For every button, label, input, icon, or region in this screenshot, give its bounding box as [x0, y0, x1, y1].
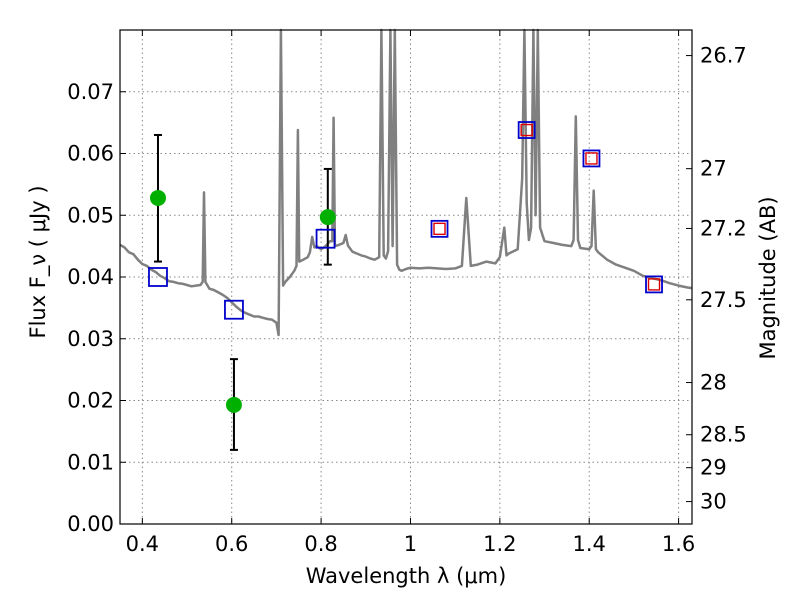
- observed-point: [319, 209, 336, 226]
- y-tick-label: 0.00: [67, 512, 114, 536]
- x-tick-label: 1.4: [573, 532, 606, 556]
- spectrum-layer: [119, 28, 693, 337]
- x-tick-labels: 0.4 0.6 0.8 1 1.2 1.4 1.6: [126, 532, 696, 556]
- y-tick-labels: 0.00 0.01 0.02 0.03 0.04 0.05 0.06 0.07: [67, 80, 114, 536]
- y2-tick-label: 27: [700, 157, 727, 181]
- y2-tick-label: 27.2: [700, 216, 747, 240]
- y2-tick-label: 27.5: [700, 288, 747, 312]
- y-tick-label: 0.02: [67, 389, 114, 413]
- y2-tick-label: 28: [700, 371, 727, 395]
- y-tick-label: 0.05: [67, 203, 114, 227]
- y-tick-label: 0.04: [67, 265, 114, 289]
- y-tick-label: 0.07: [67, 80, 114, 104]
- y-tick-label: 0.03: [67, 327, 114, 351]
- x-tick-label: 0.4: [126, 532, 159, 556]
- tick-marks: [120, 30, 692, 525]
- spectrum-line: [119, 28, 693, 337]
- x-axis-label: Wavelength λ (μm): [306, 564, 507, 588]
- model-box: [148, 267, 168, 287]
- x-tick-label: 1.2: [483, 532, 516, 556]
- x-tick-label: 1: [404, 532, 417, 556]
- y2-tick-label: 30: [700, 490, 727, 514]
- y2-tick-label: 26.7: [700, 44, 747, 68]
- y2-axis-label: Magnitude (AB): [756, 196, 780, 359]
- x-tick-label: 0.6: [215, 532, 248, 556]
- model-box: [645, 275, 663, 294]
- model-box-inner: [433, 222, 446, 236]
- y-tick-label: 0.01: [67, 450, 114, 474]
- x-tick-label: 0.8: [304, 532, 337, 556]
- model-box-inner: [520, 123, 533, 137]
- observed-point: [225, 396, 242, 413]
- model-box-inner: [647, 278, 661, 291]
- model-box: [430, 219, 449, 238]
- model-box: [582, 149, 601, 168]
- y2-tick-label: 29: [700, 456, 727, 480]
- grid-lines: [120, 30, 692, 524]
- y2-tick-labels: 26.7 27 27.2 27.5 28 28.5 29 30: [700, 44, 747, 514]
- x-tick-label: 1.6: [662, 532, 695, 556]
- model-box: [315, 228, 336, 249]
- model-box-layer: [148, 121, 663, 320]
- model-box-inner: [585, 152, 598, 165]
- model-box: [517, 121, 536, 139]
- y-axis-label: Flux F_ν ( μJy ): [26, 185, 51, 338]
- y-tick-label: 0.06: [67, 142, 114, 166]
- observed-point: [149, 189, 166, 206]
- model-box: [224, 299, 244, 320]
- observed-point-layer: [149, 189, 336, 413]
- y2-tick-label: 28.5: [700, 423, 747, 447]
- errorbar-layer: [153, 133, 332, 451]
